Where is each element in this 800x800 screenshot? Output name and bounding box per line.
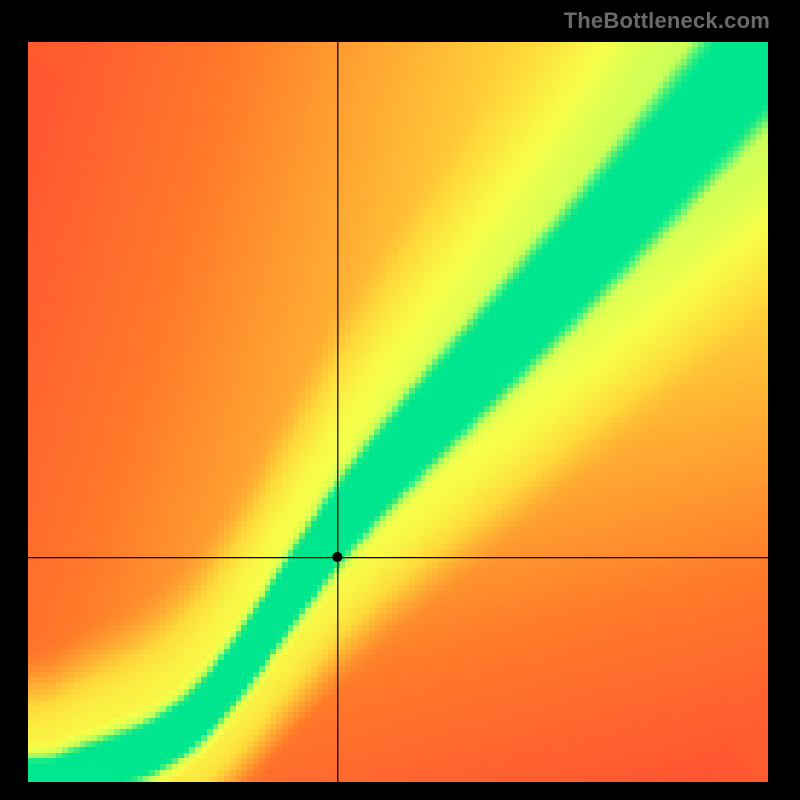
chart-container: { "watermark": { "text": "TheBottleneck.…: [0, 0, 800, 800]
watermark-text: TheBottleneck.com: [564, 8, 770, 34]
crosshair-overlay: [28, 42, 768, 782]
